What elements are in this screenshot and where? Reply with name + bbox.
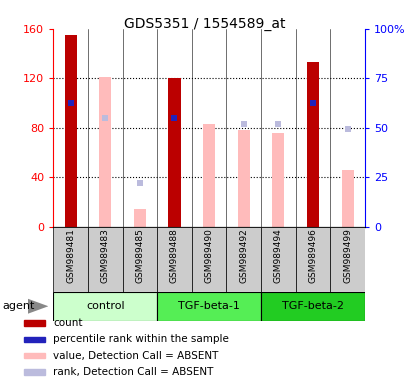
Text: percentile rank within the sample: percentile rank within the sample — [53, 334, 228, 344]
Text: GSM989490: GSM989490 — [204, 228, 213, 283]
Text: GSM989481: GSM989481 — [66, 228, 75, 283]
Polygon shape — [28, 299, 48, 314]
Text: agent: agent — [2, 301, 34, 311]
Text: GSM989499: GSM989499 — [342, 228, 351, 283]
Bar — [53, 292, 157, 321]
Bar — [226, 227, 261, 292]
Bar — [24, 353, 45, 358]
Text: TGF-beta-1: TGF-beta-1 — [178, 301, 239, 311]
Text: count: count — [53, 318, 82, 328]
Text: GSM989494: GSM989494 — [273, 228, 282, 283]
Bar — [261, 227, 295, 292]
Bar — [272, 132, 284, 227]
Bar — [64, 35, 76, 227]
Bar — [133, 209, 146, 227]
Bar — [306, 62, 318, 227]
Bar — [24, 320, 45, 326]
Bar — [341, 170, 353, 227]
Bar — [122, 227, 157, 292]
Bar — [99, 77, 111, 227]
Text: GSM989483: GSM989483 — [101, 228, 110, 283]
Bar — [261, 292, 364, 321]
Text: GSM989496: GSM989496 — [308, 228, 317, 283]
Text: value, Detection Call = ABSENT: value, Detection Call = ABSENT — [53, 351, 218, 361]
Bar — [330, 227, 364, 292]
Text: GDS5351 / 1554589_at: GDS5351 / 1554589_at — [124, 17, 285, 31]
Text: GSM989492: GSM989492 — [238, 228, 247, 283]
Bar — [191, 227, 226, 292]
Text: control: control — [86, 301, 124, 311]
Bar — [88, 227, 122, 292]
Bar — [24, 337, 45, 342]
Bar — [53, 227, 88, 292]
Text: TGF-beta-2: TGF-beta-2 — [281, 301, 343, 311]
Text: GSM989488: GSM989488 — [170, 228, 179, 283]
Bar — [168, 78, 180, 227]
Bar — [157, 292, 261, 321]
Text: GSM989485: GSM989485 — [135, 228, 144, 283]
Bar — [295, 227, 330, 292]
Bar — [157, 227, 191, 292]
Text: rank, Detection Call = ABSENT: rank, Detection Call = ABSENT — [53, 367, 213, 377]
Bar — [24, 369, 45, 375]
Bar — [202, 124, 215, 227]
Bar — [237, 130, 249, 227]
